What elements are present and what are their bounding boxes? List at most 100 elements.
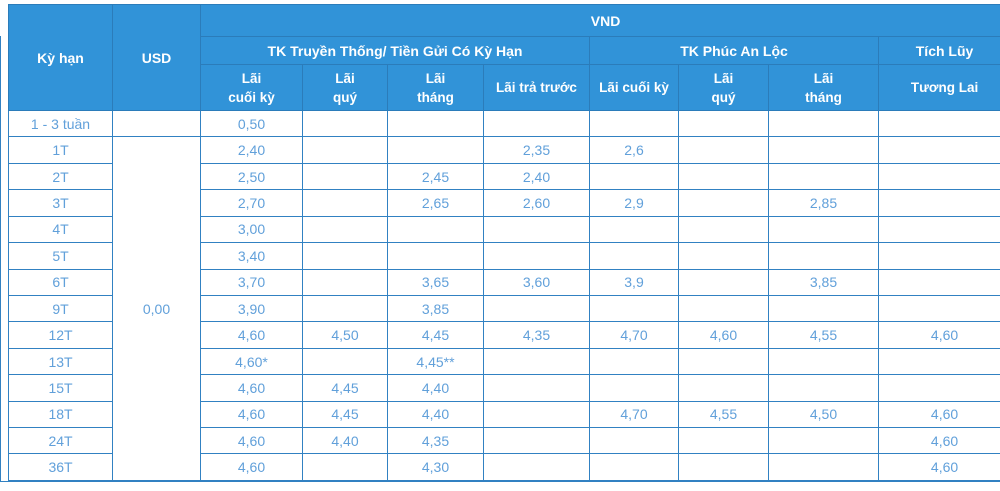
rate-cell: 4,45** — [387, 347, 484, 376]
rate-cell — [768, 347, 879, 376]
rate-cell — [589, 242, 679, 270]
table-frame-bottom-border — [0, 481, 1000, 482]
rate-cell: 4,60 — [877, 427, 1000, 455]
table-row: 3T 2,70 2,65 2,60 2,9 2,85 — [8, 189, 1000, 217]
rate-cell — [302, 453, 388, 481]
rate-cell — [302, 294, 388, 323]
period-cell: 4T — [8, 215, 113, 244]
rate-cell — [302, 268, 388, 296]
rate-cell — [877, 294, 1000, 323]
rate-cell — [877, 374, 1000, 402]
rate-cell — [483, 427, 590, 455]
header-row-interest-types: Lãi cuối kỳ Lãi quý Lãi tháng Lãi trả tr… — [9, 64, 1000, 111]
rate-cell — [483, 400, 590, 429]
rate-cell: 2,85 — [768, 189, 879, 217]
rate-cell: 4,60 — [877, 400, 1000, 429]
rate-cell — [678, 294, 769, 323]
header-group-tich-luy: Tích Lũy — [877, 36, 1000, 65]
rate-cell — [387, 215, 484, 244]
table-row: 1T 0,00 2,40 2,35 2,6 — [8, 136, 1000, 481]
rate-cell — [589, 453, 679, 481]
rate-cell: 2,60 — [483, 189, 590, 217]
rate-cell: 0,50 — [200, 109, 303, 138]
rate-cell: 4,60 — [200, 427, 303, 455]
rate-cell — [678, 109, 769, 138]
rate-cell: 3,85 — [768, 268, 879, 296]
rate-cell — [768, 136, 879, 164]
rate-cell — [483, 347, 590, 376]
rate-cell: 4,40 — [387, 400, 484, 429]
rate-cell: 4,70 — [589, 400, 679, 429]
header-group-traditional: TK Truyền Thống/ Tiền Gửi Có Kỳ Hạn — [200, 36, 590, 65]
header-trad-quarterly: Lãi quý — [302, 64, 388, 111]
rate-cell: 3,85 — [387, 294, 484, 323]
rate-cell: 2,40 — [483, 162, 590, 191]
rate-cell: 4,60 — [877, 453, 1000, 481]
rate-cell: 4,60 — [200, 400, 303, 429]
period-cell: 36T — [8, 453, 113, 481]
rate-table-body: 1 - 3 tuần 0,50 1T 0,00 2,40 2,35 2,6 2T 2,50 2,4… — [8, 109, 1000, 481]
rate-cell: 4,55 — [768, 321, 879, 349]
rate-cell — [877, 136, 1000, 164]
period-cell: 13T — [8, 347, 113, 376]
header-row-currency: Kỳ hạn USD VND — [8, 4, 1000, 111]
rate-cell: 4,60 — [200, 453, 303, 481]
rate-cell — [768, 294, 879, 323]
rate-cell — [589, 347, 679, 376]
rate-cell — [302, 189, 388, 217]
rate-cell: 2,9 — [589, 189, 679, 217]
period-cell: 2T — [8, 162, 113, 191]
header-trad-prepaid: Lãi trả trước — [483, 64, 590, 111]
rate-cell: 4,35 — [387, 427, 484, 455]
table-row: 1 - 3 tuần 0,50 — [8, 109, 1000, 138]
rate-cell — [877, 268, 1000, 296]
rate-cell — [483, 374, 590, 402]
rate-cell — [678, 268, 769, 296]
rate-cell — [768, 242, 879, 270]
rate-cell — [483, 215, 590, 244]
period-cell: 5T — [8, 242, 113, 270]
rate-cell — [877, 347, 1000, 376]
rate-cell — [387, 109, 484, 138]
header-future-savings: Tương Lai — [877, 64, 1000, 111]
rate-cell — [877, 215, 1000, 244]
rate-cell — [768, 453, 879, 481]
rate-cell — [877, 162, 1000, 191]
rate-cell — [678, 427, 769, 455]
rate-cell — [483, 294, 590, 323]
rate-cell — [877, 189, 1000, 217]
rate-cell: 4,50 — [302, 321, 388, 349]
rate-cell — [768, 162, 879, 191]
table-frame-left-border — [0, 36, 1, 482]
rate-cell: 2,45 — [387, 162, 484, 191]
rate-cell — [387, 136, 484, 164]
rate-cell — [678, 347, 769, 376]
period-cell: 1 - 3 tuần — [8, 109, 113, 138]
table-row: 9T 3,90 3,85 — [8, 294, 1000, 323]
rate-cell — [678, 215, 769, 244]
period-cell: 6T — [8, 268, 113, 296]
rate-cell: 4,50 — [768, 400, 879, 429]
table-row: 24T 4,60 4,40 4,35 4,60 — [8, 427, 1000, 455]
rate-cell: 4,45 — [302, 374, 388, 402]
header-pal-end-of-term: Lãi cuối kỳ — [589, 64, 679, 111]
rate-cell: 4,30 — [387, 453, 484, 481]
table-row: 2T 2,50 2,45 2,40 — [8, 162, 1000, 191]
period-cell: 12T — [8, 321, 113, 349]
table-row: 36T 4,60 4,30 4,60 — [8, 453, 1000, 481]
rate-cell — [483, 453, 590, 481]
rate-cell: 2,6 — [589, 136, 679, 164]
header-row-products: TK Truyền Thống/ Tiền Gửi Có Kỳ Hạn TK P… — [9, 36, 1000, 65]
rate-cell: 4,35 — [483, 321, 590, 349]
rate-cell: 4,45 — [387, 321, 484, 349]
rate-cell — [589, 162, 679, 191]
header-pal-quarterly: Lãi quý — [678, 64, 769, 111]
period-cell: 15T — [8, 374, 113, 402]
table-row: 13T 4,60* 4,45** — [8, 347, 1000, 376]
header-vnd: VND — [199, 4, 1000, 37]
rate-cell: 4,40 — [387, 374, 484, 402]
table-row: 12T 4,60 4,50 4,45 4,35 4,70 4,60 4,55 4,60 — [8, 321, 1000, 349]
rate-cell: 4,40 — [302, 427, 388, 455]
rate-cell — [678, 189, 769, 217]
period-cell: 24T — [8, 427, 113, 455]
